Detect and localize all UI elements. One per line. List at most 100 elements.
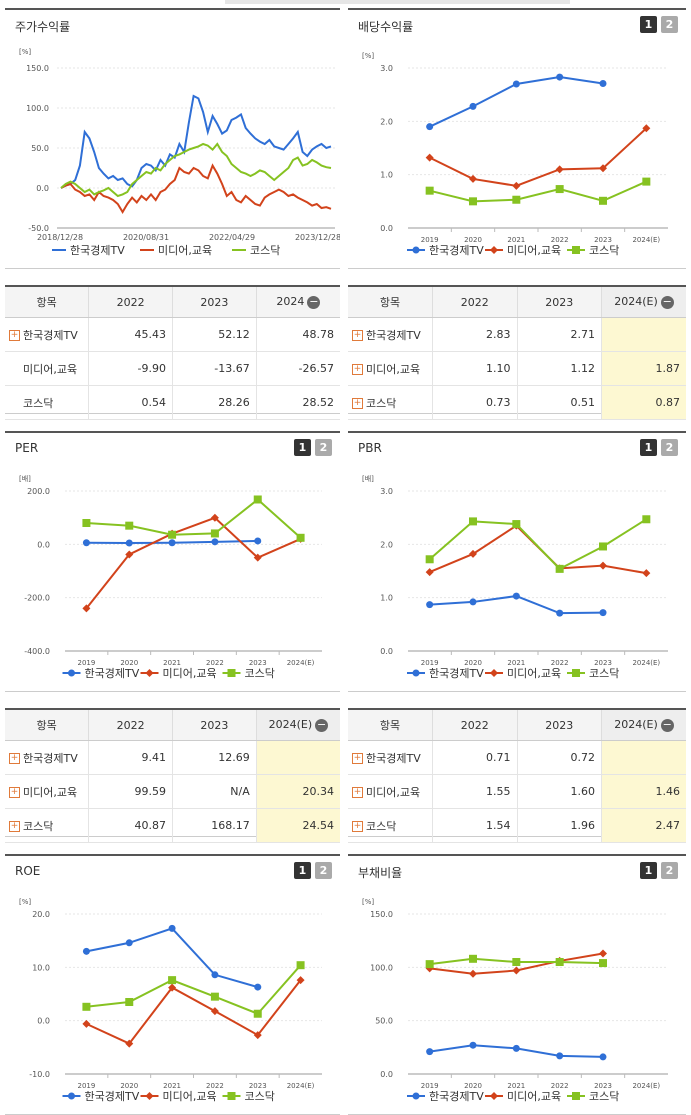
x-tick-label: 2022 xyxy=(206,1082,224,1090)
expand-icon[interactable]: + xyxy=(9,821,20,832)
row-name: 미디어,교육 xyxy=(23,785,78,799)
series-line xyxy=(429,518,647,571)
data-point xyxy=(253,553,262,562)
unit-label: [%] xyxy=(362,52,374,60)
per-table: 항목 2022 2023 2024(E) − + 한국경제TV 9.41 12.69 + 미디어,교… xyxy=(5,710,340,843)
y-tick-label: 10.0 xyxy=(32,963,50,972)
data-point xyxy=(425,960,434,969)
collapse-icon[interactable]: − xyxy=(660,294,674,309)
unit-label: [%] xyxy=(362,898,374,906)
data-point xyxy=(82,1002,91,1011)
view-1-button[interactable]: 1 xyxy=(640,439,657,456)
view-2-button[interactable]: 2 xyxy=(315,862,332,879)
expand-icon[interactable]: + xyxy=(352,787,363,798)
data-point xyxy=(296,976,305,985)
collapse-icon[interactable]: − xyxy=(315,717,329,732)
legend-label: 한국경제TV xyxy=(85,1090,140,1103)
data-point xyxy=(599,1053,607,1061)
table-cell: 48.78 xyxy=(255,317,340,352)
y-tick-label: 0.0 xyxy=(37,540,50,549)
table-row: + 코스닥 40.87 168.17 24.54 xyxy=(5,808,340,843)
header-label: 2024(E) xyxy=(614,295,658,309)
x-tick-label: 2024(E) xyxy=(632,236,660,244)
stock-return-table: 항목 2022 2023 2024− + 한국경제TV 45.43 52.12 48.78 미디어… xyxy=(5,287,340,420)
x-tick-label: 2019 xyxy=(421,659,439,667)
row-name: 코스닥 xyxy=(366,819,397,833)
y-tick-label: 50.0 xyxy=(31,144,49,153)
data-point xyxy=(125,939,133,947)
column-header-2023: 2023 xyxy=(516,710,602,741)
column-header-2024(E): 2024(E) − xyxy=(601,710,686,741)
view-1-button[interactable]: 1 xyxy=(294,862,311,879)
row-label: + 한국경제TV xyxy=(5,317,89,352)
y-tick-label: 1.0 xyxy=(380,594,393,603)
panel-title: ROE xyxy=(15,864,41,878)
data-point xyxy=(512,520,521,529)
view-2-button[interactable]: 2 xyxy=(661,862,678,879)
row-label: + 코스닥 xyxy=(5,808,89,843)
header-label: 항목 xyxy=(379,719,401,732)
table-row: + 한국경제TV 9.41 12.69 xyxy=(5,740,340,775)
expand-icon[interactable]: + xyxy=(352,364,363,375)
table-cell: 1.55 xyxy=(432,774,517,809)
row-label: 미디어,교육 xyxy=(5,351,89,386)
expand-icon[interactable]: + xyxy=(352,330,363,341)
row-label: + 코스닥 xyxy=(348,385,433,420)
x-tick-label: 2024(E) xyxy=(287,659,315,667)
header-label: 2022 xyxy=(460,718,489,732)
series-line xyxy=(429,180,647,203)
legend-label: 한국경제TV xyxy=(429,1090,484,1103)
table-row: 미디어,교육 -9.90 -13.67 -26.57 xyxy=(5,351,340,386)
panel-title: 주가수익률 xyxy=(15,20,71,34)
data-point xyxy=(555,564,564,573)
y-tick-label: 150.0 xyxy=(370,910,393,919)
legend-label: 코스닥 xyxy=(589,1090,619,1103)
data-point xyxy=(469,549,477,558)
header-label: 2024(E) xyxy=(268,718,313,732)
legend-label: 미디어,교육 xyxy=(163,1090,217,1103)
dividend-chart: [%] 3.0 2.0 1.0 0.0 2019 2020 2021 2022 2023 2024(… xyxy=(362,52,668,257)
data-point xyxy=(642,515,651,524)
row-name: 미디어,교육 xyxy=(23,362,78,376)
expand-icon[interactable]: + xyxy=(352,821,363,832)
panel-title: 부채비율 xyxy=(358,866,403,880)
header-label: 2023 xyxy=(545,295,574,309)
series-line xyxy=(85,516,301,609)
legend-label: 한국경제TV xyxy=(70,244,125,257)
data-point xyxy=(82,539,90,547)
y-tick-label: 1.0 xyxy=(380,171,393,180)
view-2-button[interactable]: 2 xyxy=(661,439,678,456)
data-point xyxy=(125,1039,134,1048)
unit-label: [%] xyxy=(19,48,31,56)
y-tick-label: 2.0 xyxy=(380,540,393,549)
x-tick-label: 2020 xyxy=(464,236,482,244)
data-point xyxy=(168,983,177,992)
data-point xyxy=(253,495,262,504)
expand-icon[interactable]: + xyxy=(9,787,20,798)
data-point xyxy=(425,153,434,162)
table-cell: 12.69 xyxy=(172,740,257,775)
legend-label: 미디어,교육 xyxy=(163,667,217,680)
view-2-button[interactable]: 2 xyxy=(661,16,678,33)
collapse-icon[interactable]: − xyxy=(307,294,321,309)
table-row: + 한국경제TV 0.71 0.72 xyxy=(348,740,686,775)
table-cell: 1.10 xyxy=(432,351,517,386)
x-tick-label: 2023 xyxy=(249,659,267,667)
expand-icon[interactable]: + xyxy=(352,398,363,409)
column-header-2022: 2022 xyxy=(432,710,517,741)
expand-icon[interactable]: + xyxy=(9,330,20,341)
expand-icon[interactable]: + xyxy=(9,753,20,764)
view-2-button[interactable]: 2 xyxy=(315,439,332,456)
view-1-button[interactable]: 1 xyxy=(294,439,311,456)
view-1-button[interactable]: 1 xyxy=(640,862,657,879)
expand-icon[interactable]: + xyxy=(352,753,363,764)
data-point xyxy=(469,1041,477,1049)
view-1-button[interactable]: 1 xyxy=(640,16,657,33)
data-point xyxy=(168,976,177,985)
pbr-table-panel: 항목 2022 2023 2024(E) − + 한국경제TV 0.71 0.72 + 미디어,교육… xyxy=(348,708,686,843)
series-line xyxy=(60,142,332,198)
legend-label: 한국경제TV xyxy=(85,667,140,680)
collapse-icon[interactable]: − xyxy=(660,717,674,732)
table-cell: 45.43 xyxy=(88,317,173,352)
